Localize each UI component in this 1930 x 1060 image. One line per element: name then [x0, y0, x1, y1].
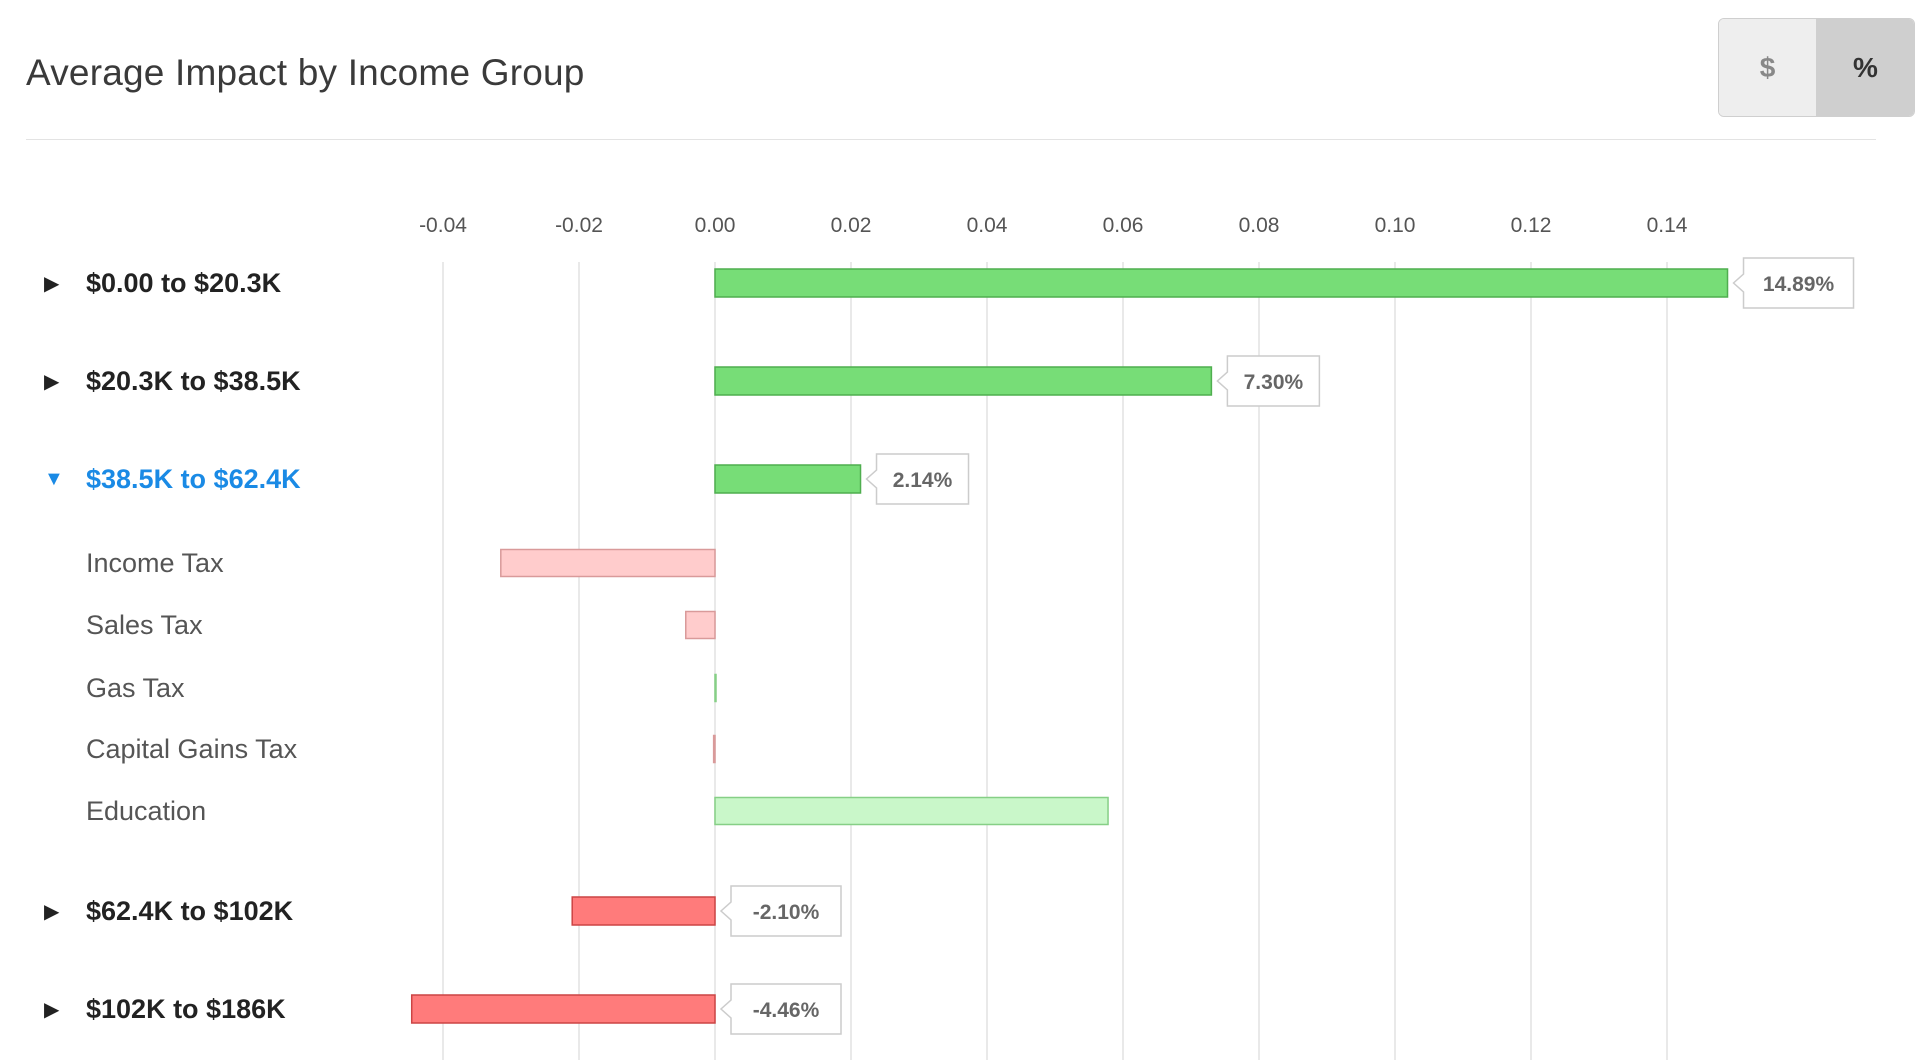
caret-right-icon[interactable]: ▶	[44, 998, 60, 1021]
row-label-text: $102K to $186K	[86, 993, 286, 1024]
sub-category-bar[interactable]	[685, 610, 716, 640]
sub-category-bar[interactable]	[714, 796, 1109, 826]
row-label-text: Sales Tax	[86, 609, 203, 640]
dollar-toggle-button[interactable]: $	[1719, 19, 1817, 116]
x-tick-label: 0.04	[967, 214, 1008, 237]
sub-category-label: Education	[86, 791, 206, 831]
x-tick-label: 0.12	[1511, 214, 1552, 237]
row-label-text: Capital Gains Tax	[86, 733, 298, 764]
percent-toggle-button[interactable]: %	[1817, 19, 1914, 116]
value-callout: 2.14%	[865, 453, 970, 505]
x-tick-label: 0.14	[1647, 214, 1688, 237]
income-group-row[interactable]: ▶ $20.3K to $38.5K	[44, 361, 301, 401]
sub-category-bar[interactable]	[500, 548, 716, 578]
value-label: 14.89%	[1763, 273, 1835, 296]
value-label: -2.10%	[753, 901, 820, 924]
row-label-text: Education	[86, 795, 207, 826]
header-divider	[26, 139, 1876, 140]
income-group-bar[interactable]	[714, 366, 1213, 396]
income-group-bar[interactable]	[410, 994, 716, 1024]
row-label-text: $0.00 to $20.3K	[86, 267, 282, 298]
sub-category-label: Gas Tax	[86, 668, 185, 708]
row-label-text: $38.5K to $62.4K	[86, 463, 301, 494]
value-label: 2.14%	[893, 469, 953, 492]
row-label-text: Income Tax	[86, 547, 224, 578]
sub-category-label: Income Tax	[86, 543, 224, 583]
value-callout: 14.89%	[1732, 257, 1855, 309]
income-group-row[interactable]: ▶ $62.4K to $102K	[44, 891, 293, 931]
value-callout: 7.30%	[1216, 355, 1321, 407]
page-title: Average Impact by Income Group	[26, 52, 585, 93]
caret-down-icon[interactable]: ▼	[44, 467, 64, 490]
income-group-bar[interactable]	[571, 896, 716, 926]
income-group-bar[interactable]	[714, 464, 862, 494]
value-callout-box	[1732, 257, 1855, 309]
sub-category-bar[interactable]	[714, 673, 717, 703]
income-group-row[interactable]: ▶ $102K to $186K	[44, 989, 286, 1029]
value-callout-box	[1216, 355, 1321, 407]
sub-category-label: Capital Gains Tax	[86, 729, 297, 769]
row-label-text: Gas Tax	[86, 672, 185, 703]
value-label: -4.46%	[753, 999, 820, 1022]
caret-right-icon[interactable]: ▶	[44, 900, 60, 923]
x-tick-label: 0.02	[831, 214, 872, 237]
row-label-text: $62.4K to $102K	[86, 895, 294, 926]
income-group-row[interactable]: ▼ $38.5K to $62.4K	[44, 459, 301, 499]
value-callout-box	[865, 453, 970, 505]
value-callout-box	[719, 885, 842, 937]
value-callout: -4.46%	[719, 983, 842, 1035]
income-group-row[interactable]: ▶ $0.00 to $20.3K	[44, 263, 281, 303]
unit-toggle[interactable]: $ %	[1718, 18, 1915, 117]
row-label-text: $20.3K to $38.5K	[86, 365, 301, 396]
x-tick-label: -0.02	[555, 214, 603, 237]
x-tick-label: 0.10	[1375, 214, 1416, 237]
sub-category-bar[interactable]	[712, 734, 716, 764]
caret-right-icon[interactable]: ▶	[44, 370, 60, 393]
income-group-bar[interactable]	[714, 268, 1729, 298]
x-tick-label: 0.06	[1103, 214, 1144, 237]
caret-right-icon[interactable]: ▶	[44, 272, 60, 295]
value-label: 7.30%	[1244, 371, 1304, 394]
x-tick-label: -0.04	[419, 214, 467, 237]
sub-category-label: Sales Tax	[86, 605, 203, 645]
x-tick-label: 0.08	[1239, 214, 1280, 237]
x-tick-label: 0.00	[695, 214, 736, 237]
value-callout-box	[719, 983, 842, 1035]
value-callout: -2.10%	[719, 885, 842, 937]
